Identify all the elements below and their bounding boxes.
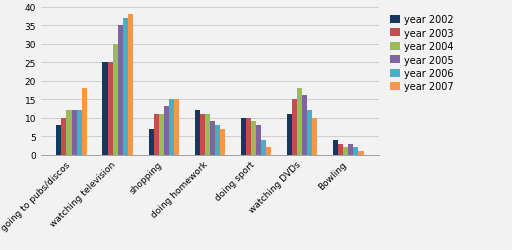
Bar — [251, 122, 256, 155]
Bar — [102, 63, 108, 155]
Bar — [292, 100, 297, 155]
Bar — [358, 151, 364, 155]
Bar — [169, 100, 174, 155]
Bar — [174, 100, 179, 155]
Bar — [241, 118, 246, 155]
Bar — [205, 114, 210, 155]
Bar — [312, 118, 317, 155]
Bar — [113, 44, 118, 155]
Bar — [128, 15, 133, 155]
Bar — [338, 144, 343, 155]
Bar — [343, 148, 348, 155]
Bar — [118, 26, 123, 155]
Bar — [123, 18, 128, 155]
Bar — [307, 111, 312, 155]
Bar — [67, 111, 72, 155]
Bar — [108, 63, 113, 155]
Bar — [297, 89, 302, 155]
Bar — [61, 118, 67, 155]
Bar — [333, 140, 338, 155]
Bar — [77, 111, 82, 155]
Bar — [200, 114, 205, 155]
Bar — [266, 148, 271, 155]
Bar — [220, 129, 225, 155]
Bar — [154, 114, 159, 155]
Bar — [56, 126, 61, 155]
Legend: year 2002, year 2003, year 2004, year 2005, year 2006, year 2007: year 2002, year 2003, year 2004, year 20… — [387, 12, 456, 95]
Bar — [72, 111, 77, 155]
Bar — [246, 118, 251, 155]
Bar — [256, 126, 261, 155]
Bar — [164, 107, 169, 155]
Bar — [353, 148, 358, 155]
Bar — [210, 122, 215, 155]
Bar — [195, 111, 200, 155]
Bar — [215, 126, 220, 155]
Bar — [82, 89, 87, 155]
Bar — [148, 129, 154, 155]
Bar — [261, 140, 266, 155]
Bar — [302, 96, 307, 155]
Bar — [287, 114, 292, 155]
Bar — [159, 114, 164, 155]
Bar — [348, 144, 353, 155]
